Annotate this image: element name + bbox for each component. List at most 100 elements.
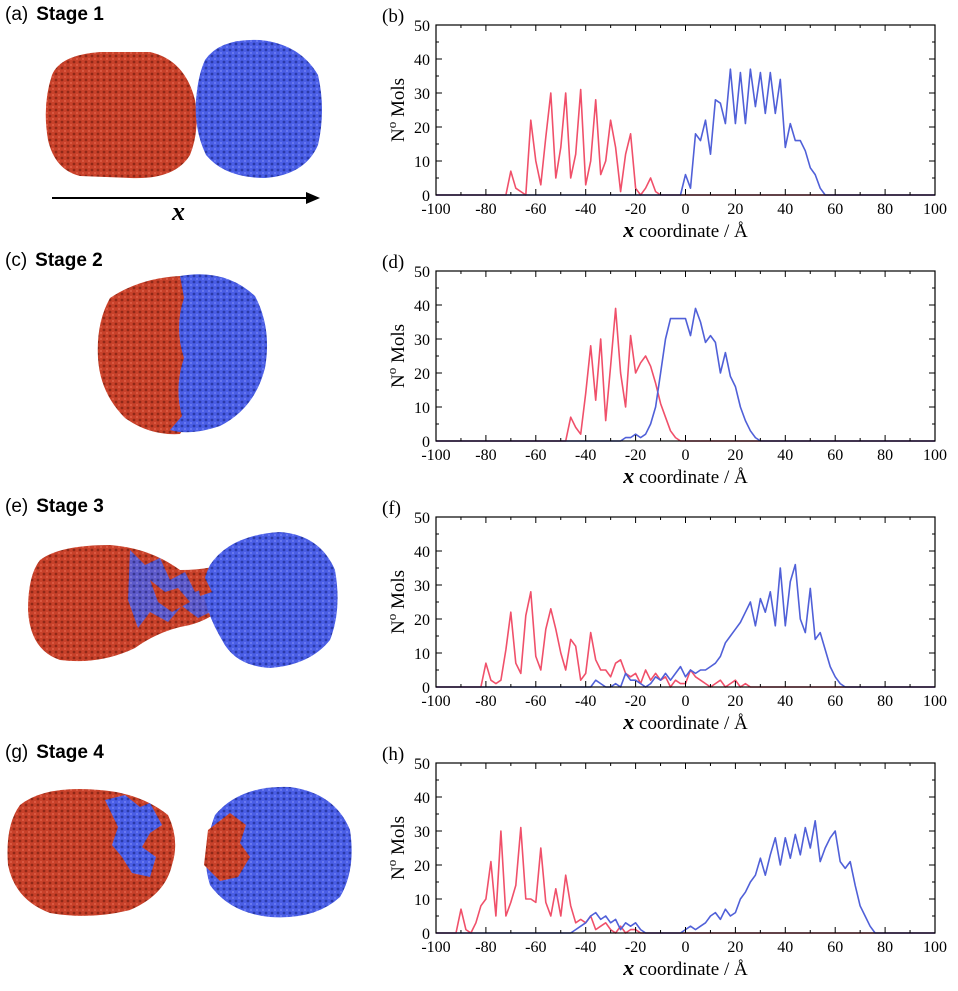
y-tick-label: 20 [414,858,430,875]
x-tick-label: 40 [777,939,793,956]
blue-series-line [436,820,935,934]
x-axis-label-text: coordinate / Å [634,221,748,242]
panel-letter: (d) [382,252,404,273]
y-tick-label: 50 [414,756,430,773]
stage-4-title: Stage 4 [36,742,104,763]
y-tick-label: 40 [414,298,430,315]
blue-series-line [436,307,935,442]
y-tick-label: 30 [414,86,430,103]
y-tick-label: 10 [414,892,430,909]
x-tick-label: 100 [923,939,947,956]
plot-frame [435,24,936,196]
mixed-neck-red [150,570,212,612]
panel-letter: (h) [382,744,404,765]
mixed-neck [128,550,215,628]
x-tick-label: 20 [727,939,743,956]
x-tick-label: -100 [421,201,450,218]
red-patches-right [204,813,250,881]
red-series-line [436,826,935,934]
x-tick-label: -20 [625,939,646,956]
red-cluster [45,52,197,179]
plot-frame [435,516,936,688]
panel-letter: (f) [382,498,401,519]
x-tick-label: 100 [923,447,947,464]
stage-2-label: (c) Stage 2 [5,250,103,272]
x-tick-label: -20 [625,447,646,464]
stage-1-simulation-image: x [45,39,322,226]
y-tick-label: 10 [414,646,430,663]
x-tick-label: 0 [682,447,690,464]
y-tick-label: 0 [422,434,430,451]
x-axis-label-text: coordinate / Å [634,467,748,488]
x-axis-label: x coordinate / Å [622,463,748,488]
x-tick-label: -20 [625,693,646,710]
x-tick-label: -60 [525,693,546,710]
chart-h: (h) -100 -80 -60 -40 -20 0 20 40 60 80 100 0 10 20 30 40… [382,744,947,980]
red-cluster [97,276,190,435]
stage-4-simulation-image [7,786,352,918]
y-tick-label: 40 [414,544,430,561]
stage-1-label: (a) Stage 1 [5,4,104,26]
x-tick-label: 20 [727,447,743,464]
x-tick-label: -40 [575,693,596,710]
y-axis-label-tail: Mols [388,78,409,122]
x-tick-label: 60 [827,939,843,956]
x-tick-label: -40 [575,201,596,218]
y-tick-label: 20 [414,366,430,383]
x-tick-label: 20 [727,693,743,710]
y-tick-label: 50 [414,264,430,281]
x-tick-label: -100 [421,939,450,956]
y-axis-label-tail: Mols [388,816,409,860]
chart-d: (d) -100 -80 -60 -40 -20 0 20 40 60 80 100 0 10 20 30 40… [382,252,947,488]
x-tick-label: -20 [625,201,646,218]
stage-3-title: Stage 3 [36,496,104,517]
x-tick-label: 80 [877,447,893,464]
x-tick-label: 80 [877,201,893,218]
y-axis-label-main: N [388,374,409,388]
x-tick-label: -100 [421,693,450,710]
y-axis-label-sup: o [384,368,399,375]
x-axis-label-var: x [622,955,634,980]
x-tick-label: -40 [575,447,596,464]
blue-cluster [170,274,268,433]
panel-g-letter: (g) [5,742,29,763]
x-tick-label: -60 [525,447,546,464]
x-axis-label: x coordinate / Å [622,217,748,242]
y-tick-label: 10 [414,154,430,171]
x-tick-label: -60 [525,201,546,218]
chart-b: (b) -100 -80 -60 -40 -20 0 20 40 60 80 100 0 10 20 30 40… [382,6,947,242]
y-axis-label-sup: o [384,614,399,621]
y-tick-label: 10 [414,400,430,417]
arrow-head [306,192,320,204]
y-axis-label: No Mols [384,816,409,880]
blue-patches-left [105,795,162,877]
panel-a-letter: (a) [5,4,29,25]
red-series-line [436,307,935,442]
y-axis-label: No Mols [384,570,409,634]
x-tick-label: 80 [877,939,893,956]
stage-3-simulation-image [28,532,338,668]
y-axis-label: No Mols [384,324,409,388]
x-arrow-label: x [171,197,185,226]
y-axis-label-main: N [388,620,409,634]
y-axis-label-main: N [388,128,409,142]
y-tick-label: 50 [414,18,430,35]
x-tick-label: -40 [575,939,596,956]
blue-series-line [436,68,935,196]
stage-2-simulation-image [97,274,268,435]
stage-3-label: (e) Stage 3 [5,496,104,518]
panel-letter: (b) [382,6,404,27]
y-axis-label-main: N [388,866,409,880]
x-tick-label: 60 [827,201,843,218]
y-tick-label: 0 [422,926,430,943]
y-tick-label: 40 [414,52,430,69]
x-tick-label: 40 [777,447,793,464]
x-tick-label: 20 [727,201,743,218]
panel-e-letter: (e) [5,496,29,517]
y-axis-label-tail: Mols [388,570,409,614]
y-tick-label: 50 [414,510,430,527]
x-axis-label-text: coordinate / Å [634,713,748,734]
x-axis-label: x coordinate / Å [622,709,748,734]
x-tick-label: -80 [475,201,496,218]
blue-series-line [436,563,935,688]
